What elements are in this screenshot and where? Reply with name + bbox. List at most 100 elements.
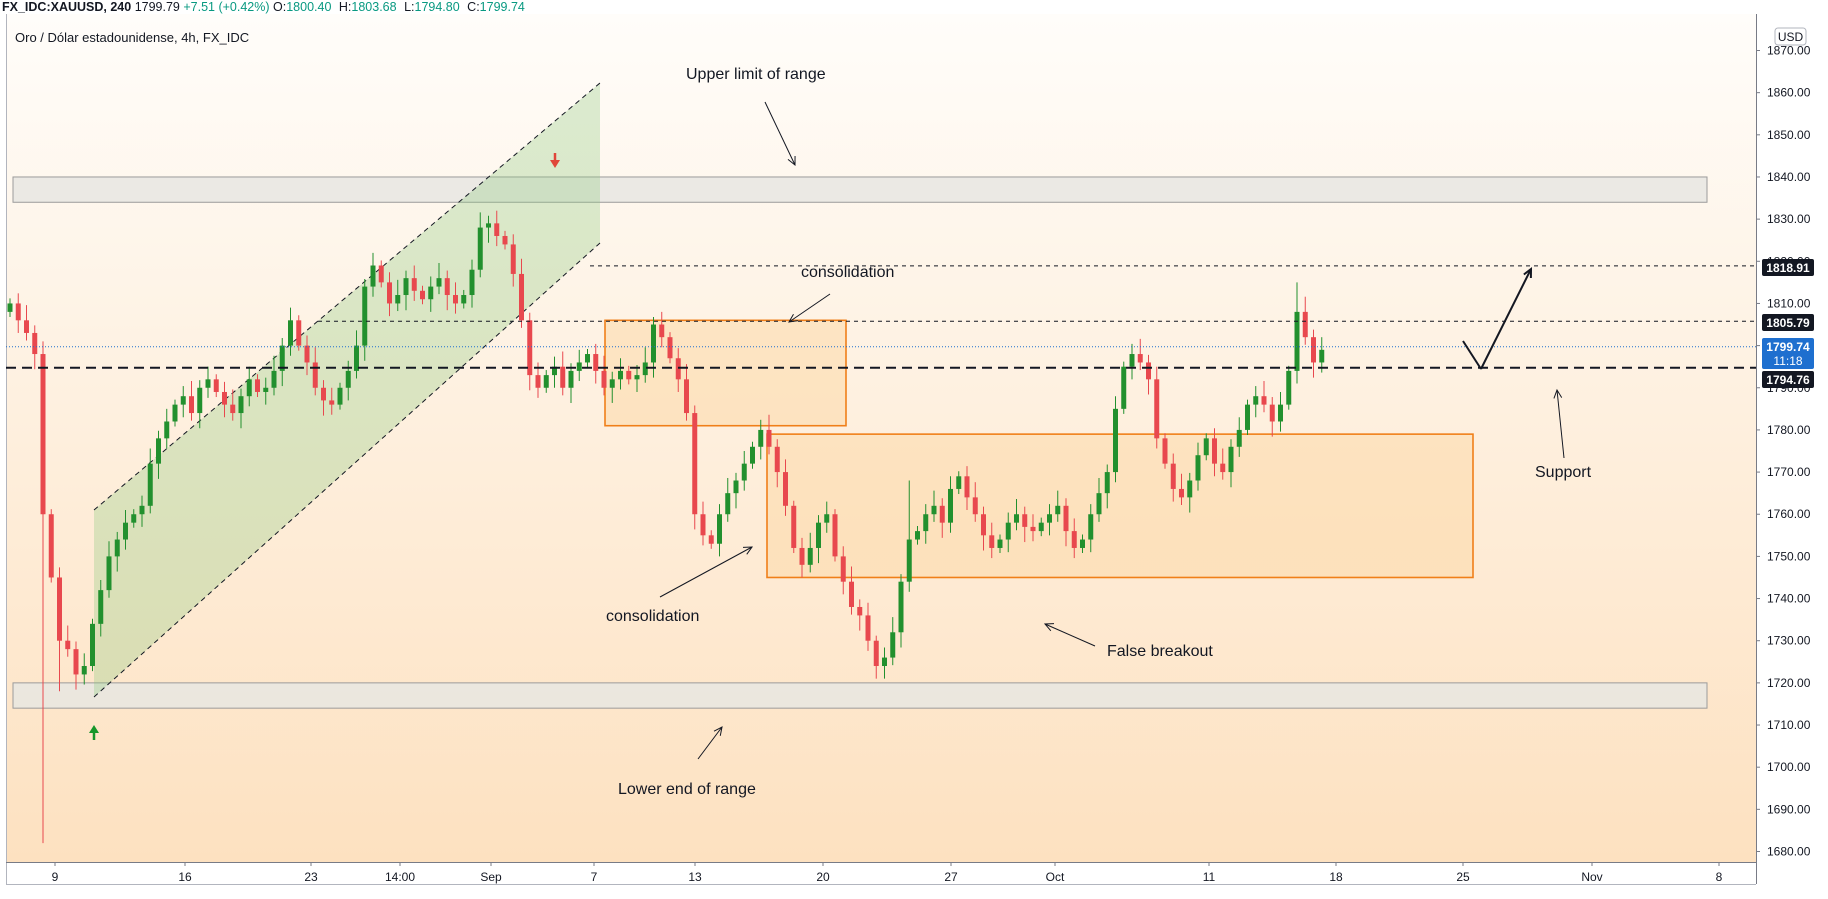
candle-body <box>131 514 137 523</box>
lower-range-zone <box>12 682 1708 709</box>
price-tick-label: 1860.00 <box>1767 86 1811 100</box>
candle-body <box>106 556 112 591</box>
candle-body <box>246 379 252 397</box>
candle-body <box>939 505 945 523</box>
candle-body <box>1071 531 1077 548</box>
level-1805-tag-bg <box>1762 314 1814 331</box>
candle-body <box>1294 311 1300 371</box>
candle-body <box>32 332 38 355</box>
price-tick-label: 1740.00 <box>1767 592 1811 606</box>
arrow-support <box>1556 389 1565 459</box>
sell-signal-arrow-icon <box>550 160 560 168</box>
candle-body <box>1179 488 1184 498</box>
candle-body <box>989 535 995 548</box>
consolidation-box-upper <box>604 319 847 427</box>
candle-body <box>1104 472 1110 494</box>
candle-body <box>345 370 351 388</box>
candle-body <box>725 493 731 515</box>
candle-body <box>164 421 170 439</box>
bar-countdown: 11:18 <box>1773 354 1802 368</box>
candle-body <box>172 404 178 422</box>
candle-body <box>147 463 153 506</box>
candle-body <box>997 539 1003 548</box>
candle-body <box>1162 438 1168 464</box>
candle-body <box>213 379 219 392</box>
price-tick-label: 1680.00 <box>1767 845 1811 859</box>
candle-body <box>370 265 376 287</box>
time-tick-label: 9 <box>52 870 59 884</box>
annotation-lower-end: Lower end of range <box>618 781 756 798</box>
candle-body <box>1030 526 1036 532</box>
candle-body <box>486 223 491 228</box>
candle-body <box>675 358 681 380</box>
candle-body <box>65 640 71 650</box>
candle-body <box>659 324 665 338</box>
candle-body <box>1088 514 1094 540</box>
candle-body <box>1121 366 1127 409</box>
high-label: H: <box>338 0 352 14</box>
time-tick-label: 8 <box>1716 870 1723 884</box>
candle-body <box>1080 539 1085 548</box>
candle-body <box>700 514 706 536</box>
candle-body <box>692 413 698 515</box>
candle-body <box>758 429 764 447</box>
candle-body <box>807 547 813 565</box>
candle-body <box>1220 463 1226 473</box>
candle-body <box>461 295 467 304</box>
candle-body <box>288 320 293 346</box>
currency-badge[interactable]: USD <box>1778 30 1804 44</box>
current-price-tag: 1799.74 <box>1766 340 1810 354</box>
chart-legend-title: Oro / Dólar estadounidense, 4h, FX_IDC <box>15 30 249 45</box>
candle-body <box>1014 514 1019 523</box>
candle-body <box>1278 404 1283 422</box>
time-tick-label: Oct <box>1046 870 1065 884</box>
candle-body <box>1154 379 1160 439</box>
candle-body <box>552 366 557 376</box>
candle-body <box>857 606 863 616</box>
price-tick-label: 1720.00 <box>1767 676 1811 690</box>
candle-body <box>321 387 326 401</box>
candle-body <box>304 345 310 363</box>
arrow-upper-limit <box>764 101 796 166</box>
time-tick-label: 16 <box>178 870 192 884</box>
arrow-consolidation-bottom <box>659 546 753 598</box>
candle-body <box>849 581 854 607</box>
candle-body <box>750 446 755 464</box>
support-tag-bg <box>1762 371 1814 388</box>
candle-body <box>1063 505 1069 532</box>
candle-body <box>1113 408 1118 473</box>
candle-body <box>255 379 260 392</box>
candle-body <box>411 278 417 291</box>
arrow-false-breakout <box>1044 623 1096 647</box>
candle-body <box>1137 354 1143 363</box>
candle-body <box>593 354 599 371</box>
candle-body <box>519 273 524 321</box>
time-tick-label: 13 <box>688 870 702 884</box>
candle-body <box>444 278 450 296</box>
arrow-upper-limit-head <box>787 155 796 167</box>
time-tick-label: 11 <box>1203 870 1216 884</box>
candle-body <box>329 400 335 405</box>
candle-body <box>667 337 673 359</box>
candle-body <box>73 649 79 675</box>
candle-body <box>139 505 145 515</box>
consolidation-box-lower <box>766 433 1474 579</box>
low-value: 1794.80 <box>414 0 460 14</box>
candle-body <box>618 370 623 380</box>
candle-body <box>403 278 409 296</box>
candle-body <box>1253 396 1259 405</box>
candle-body <box>1129 354 1135 367</box>
candle-body <box>543 375 549 388</box>
candle-body <box>40 354 46 515</box>
symbol-header: FX_IDC:XAUUSD, 240 1799.79 +7.51 (+0.42%… <box>0 0 1828 14</box>
time-tick-label: 25 <box>1456 870 1470 884</box>
candle-body <box>1203 438 1209 456</box>
candle-body <box>7 303 13 312</box>
candle-body <box>238 396 244 414</box>
candle-body <box>1038 522 1044 532</box>
arrow-lower-end <box>697 726 723 760</box>
candle-body <box>271 370 277 388</box>
candle-body <box>865 615 871 641</box>
candle-body <box>642 362 648 376</box>
